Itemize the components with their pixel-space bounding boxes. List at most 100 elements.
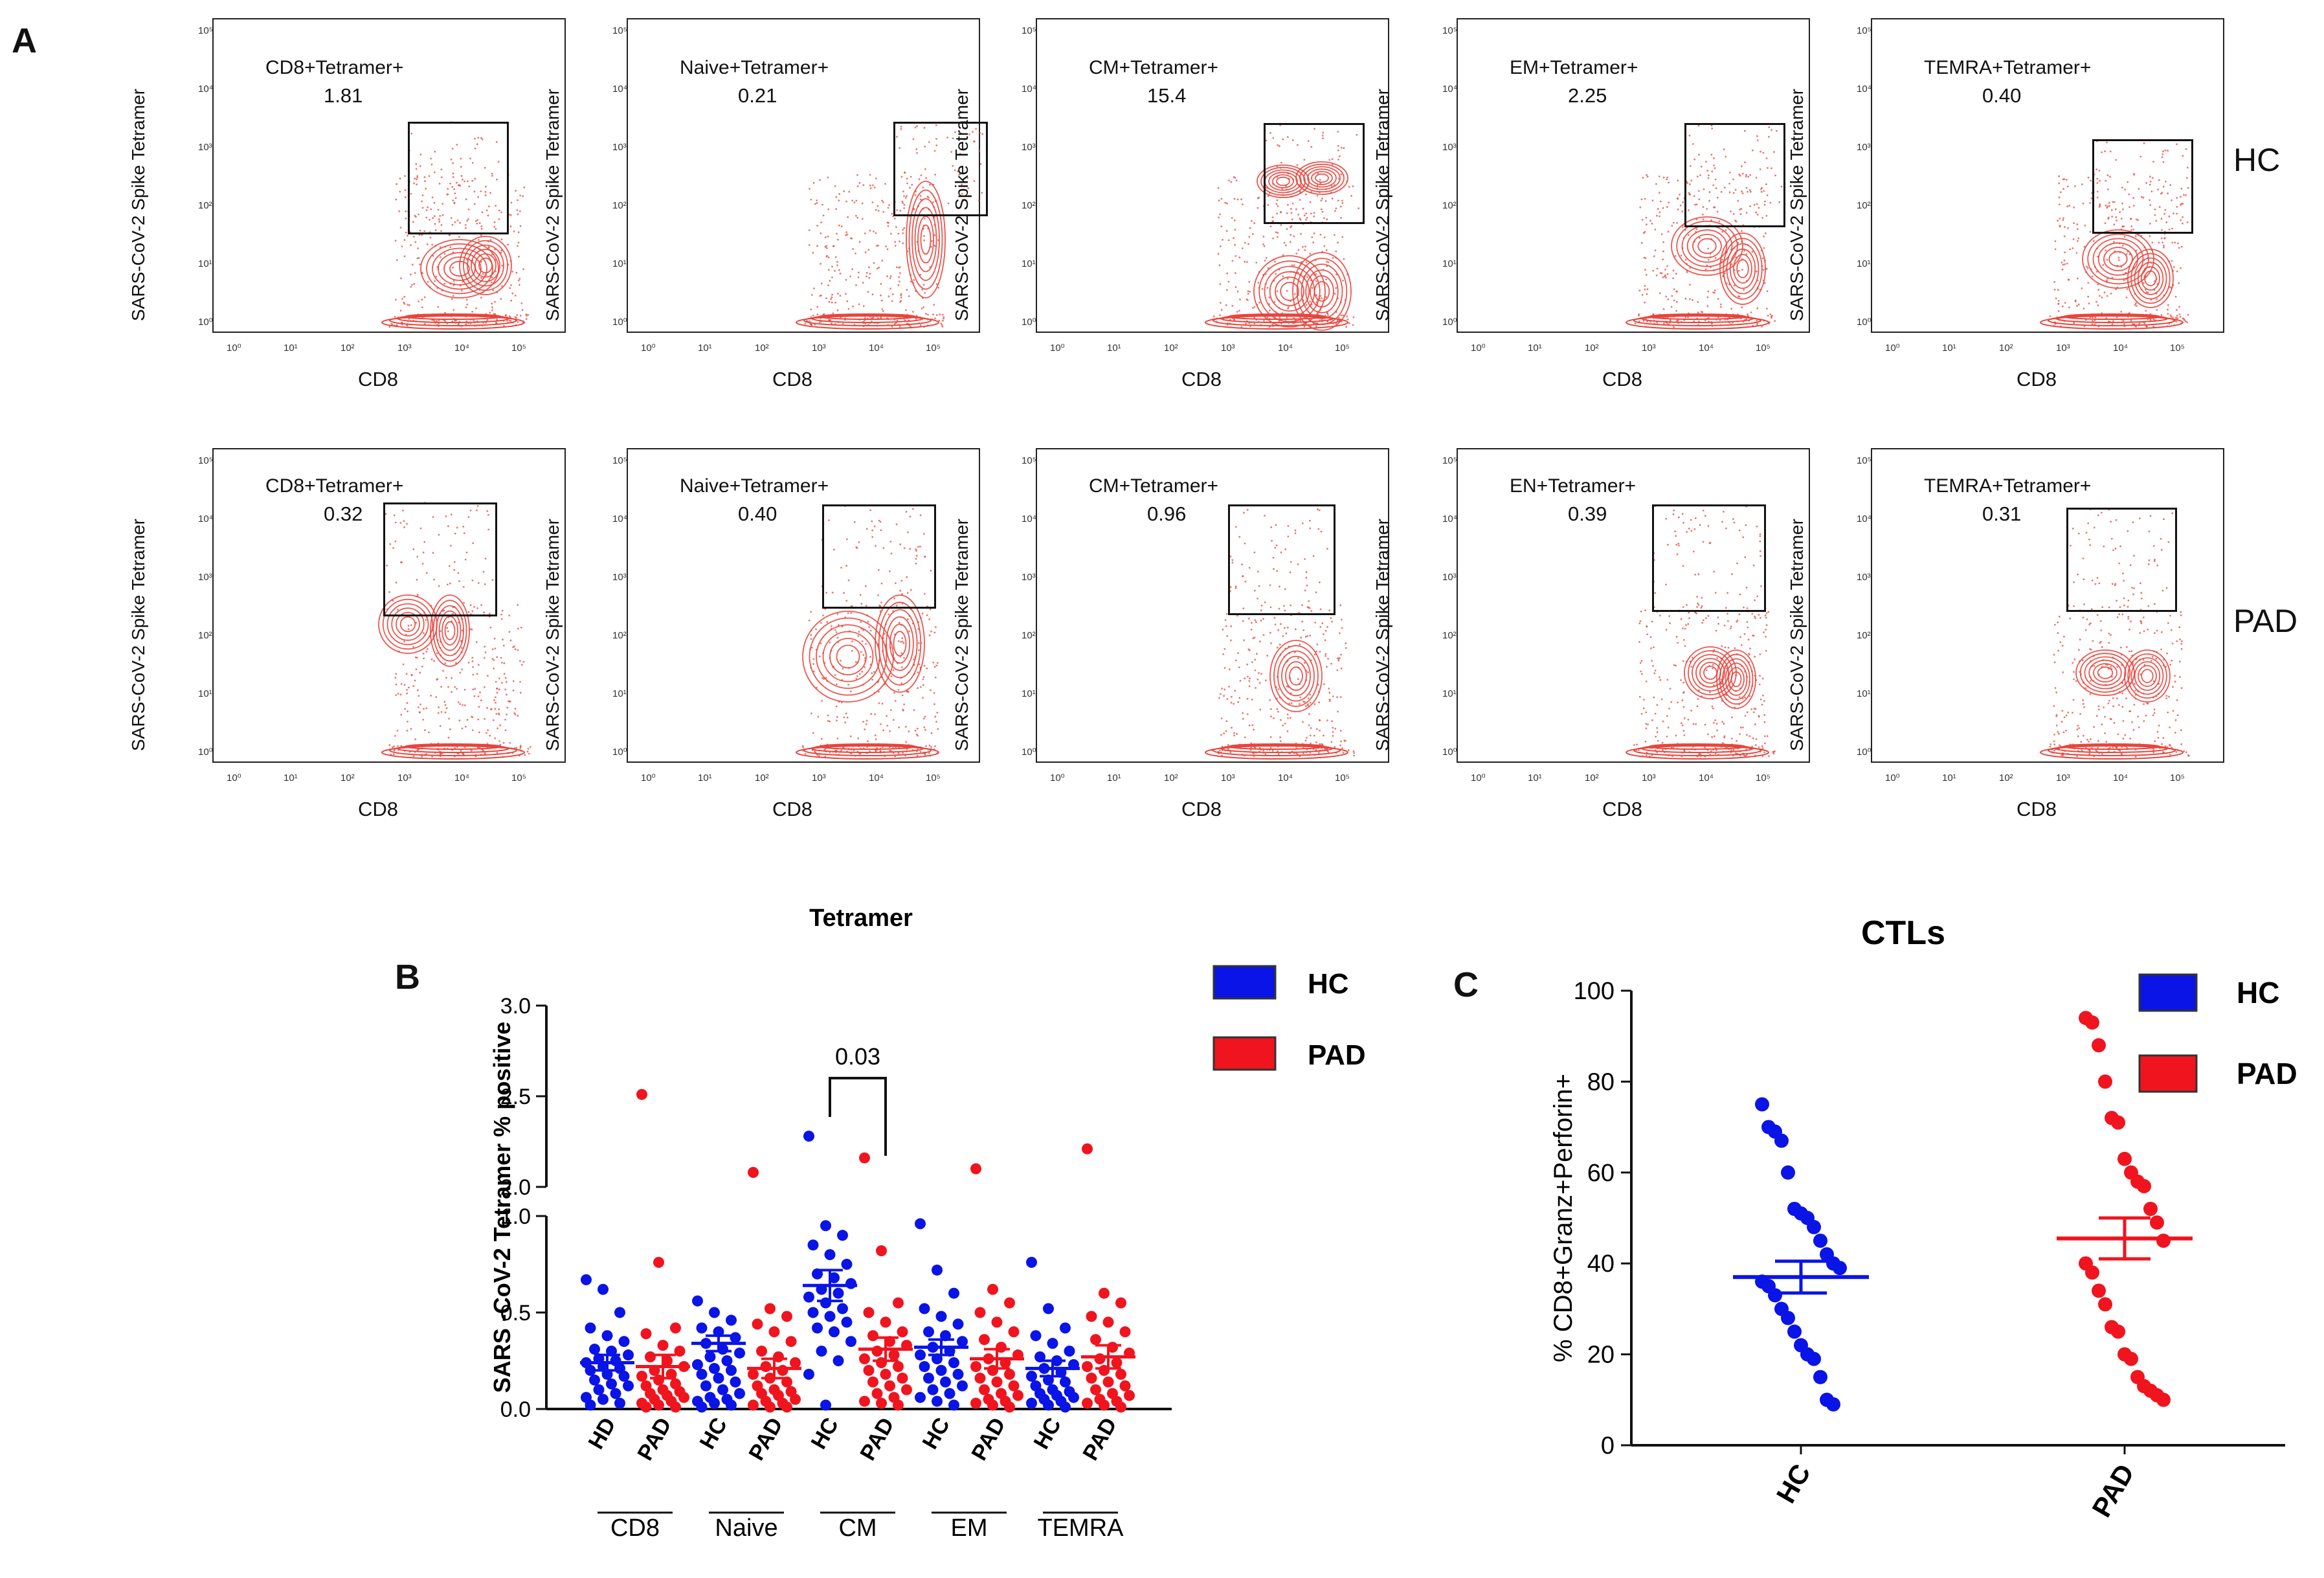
gate-percentage: 0.21 (738, 84, 777, 107)
data-point (696, 1322, 708, 1334)
y-tick-label: 10² (1022, 630, 1036, 641)
y-tick-label: 10² (1022, 200, 1036, 211)
y-tick-label: 10² (1442, 630, 1457, 641)
data-point (919, 1360, 930, 1372)
data-point (1124, 1390, 1135, 1401)
data-point (829, 1326, 840, 1338)
y-tick-label: 10⁴ (612, 84, 627, 95)
flow-plot-canvas: 10⁰ 10⁰ 10¹ 10¹ 10² 10² 10³ 10³ 10⁴ 10⁴ 10⁵ 10⁵ (198, 25, 530, 354)
x-tick-label: 10⁵ (1335, 343, 1350, 354)
data-point (645, 1351, 656, 1363)
data-point (1004, 1368, 1015, 1380)
data-point (974, 1307, 986, 1318)
data-point (1119, 1380, 1131, 1392)
data-point (636, 1370, 647, 1382)
x-tick-label: 10² (1585, 772, 1599, 783)
data-point (717, 1384, 728, 1395)
data-point (790, 1393, 801, 1405)
data-point (957, 1336, 968, 1347)
legend-swatch (2138, 1054, 2198, 1093)
data-point (897, 1326, 908, 1338)
data-point (816, 1346, 827, 1357)
gate-percentage: 2.25 (1568, 84, 1607, 107)
flow-plot-canvas: 10⁰ 10⁰ 10¹ 10¹ 10² 10² 10³ 10³ 10⁴ 10⁴ 10⁵ 10⁵ (1022, 25, 1360, 354)
y-tick-label: 0.0 (500, 1397, 531, 1422)
data-point (614, 1397, 625, 1409)
data-point (781, 1311, 792, 1322)
data-point (845, 1336, 856, 1347)
data-point (935, 1311, 947, 1322)
data-point (1030, 1330, 1042, 1342)
x-tick-label: 10⁵ (2170, 772, 2185, 783)
data-point (2156, 1392, 2171, 1407)
x-tick-label: 10⁰ (227, 772, 241, 783)
data-point (748, 1399, 759, 1411)
x-tick-label: 10¹ (1107, 772, 1121, 783)
data-point (678, 1392, 689, 1403)
y-tick-label: 10⁰ (1857, 747, 1871, 758)
data-point (1082, 1397, 1093, 1409)
x-tick-label: 10² (755, 772, 769, 783)
gate-label: CM+Tetramer+ (1089, 57, 1219, 78)
y-tick-label: 10⁵ (1857, 25, 1871, 36)
data-point (692, 1295, 703, 1307)
data-point (1008, 1326, 1020, 1338)
data-point (636, 1088, 647, 1100)
legend-label: PAD (2237, 1057, 2297, 1090)
data-point (824, 1249, 836, 1261)
flow-plot-canvas: 10⁰ 10⁰ 10¹ 10¹ 10² 10² 10³ 10³ 10⁴ 10⁴ 10⁵ 10⁵ (1442, 25, 1783, 354)
gate-box (1652, 504, 1766, 612)
significance-bracket (829, 1077, 887, 1156)
x-axis-label: CD8 (772, 798, 813, 820)
y-tick-label: 10² (1857, 200, 1871, 211)
x-tick-label: 10⁴ (869, 772, 884, 783)
y-tick-label: 20 (1587, 1342, 1615, 1369)
data-point (923, 1372, 934, 1384)
data-point (1813, 1369, 1827, 1384)
flow-plot-canvas: 10⁰ 10⁰ 10¹ 10¹ 10² 10² 10³ 10³ 10⁴ 10⁴ 10⁵ 10⁵ (612, 25, 984, 354)
x-tick-label: 10² (1999, 772, 2013, 783)
y-tick-label: 10¹ (198, 258, 212, 269)
y-tick-label: 100 (1574, 978, 1615, 1005)
y-tick-label: 10⁰ (198, 317, 213, 328)
data-point (940, 1376, 951, 1388)
data-point (1026, 1397, 1037, 1409)
x-tick-label: 10¹ (1942, 343, 1956, 354)
x-tick-label: 10¹ (698, 343, 712, 354)
y-tick-label: 10² (612, 200, 627, 211)
data-point (841, 1316, 853, 1328)
data-point (837, 1303, 848, 1314)
data-point (803, 1131, 814, 1142)
gate-label: Naive+Tetramer+ (680, 57, 829, 78)
data-point (618, 1336, 630, 1347)
x-tick-label: 10⁵ (926, 772, 941, 783)
y-tick-label: 10³ (198, 572, 212, 583)
gate-label: TEMRA+Tetramer+ (1924, 57, 2092, 78)
y-tick-label: 10⁴ (1022, 84, 1036, 95)
y-tick-label: 10⁰ (612, 747, 627, 758)
y-axis-label: SARS-CoV-2 Spike Tetramer (1787, 519, 1807, 751)
x-tick-label: 10⁴ (454, 772, 469, 783)
flow-plot-hc-5: 10⁰ 10⁰ 10¹ 10¹ 10² 10² 10³ 10³ 10⁴ 10⁴ 10⁵ 10⁵ TEMR… (1857, 18, 2224, 354)
data-point (948, 1399, 959, 1411)
x-tick-label: 10² (1164, 343, 1178, 354)
data-point (880, 1316, 891, 1328)
x-tick-label: 10² (341, 772, 355, 783)
y-tick-label: 0 (1601, 1432, 1615, 1460)
data-point (859, 1152, 870, 1164)
data-point (1119, 1326, 1131, 1338)
data-point (876, 1397, 887, 1409)
flow-plot-pad-5: 10⁰ 10⁰ 10¹ 10¹ 10² 10² 10³ 10³ 10⁴ 10⁴ 10⁵ 10⁵ TEMR… (1857, 448, 2224, 783)
data-point (1082, 1143, 1093, 1155)
y-tick-label: 10⁰ (198, 747, 213, 758)
data-point (829, 1272, 840, 1283)
x-tick-label: 10¹ (1528, 772, 1542, 783)
y-tick-label: 10² (612, 630, 627, 641)
flow-plot-canvas: 10⁰ 10⁰ 10¹ 10¹ 10² 10² 10³ 10³ 10⁴ 10⁴ 10⁵ 10⁵ (1442, 455, 1776, 783)
data-point (935, 1364, 947, 1376)
x-tick-label: 10⁵ (1756, 343, 1771, 354)
flow-plot-pad-4: 10⁰ 10⁰ 10¹ 10¹ 10² 10² 10³ 10³ 10⁴ 10⁴ 10⁵ 10⁵ EN+T… (1442, 448, 1810, 783)
x-tick-label: 10² (755, 343, 769, 354)
category-label: HC (1029, 1414, 1066, 1454)
panel-b-letter: B (395, 958, 420, 997)
